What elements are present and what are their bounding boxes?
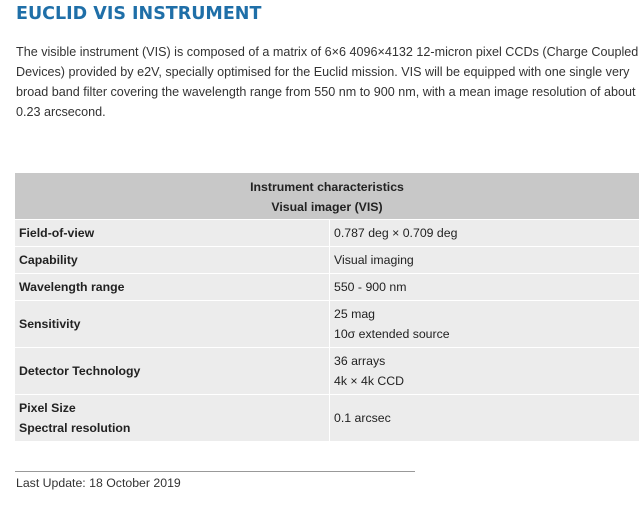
row-value: 0.1 arcsec [329,394,639,441]
table-row: Wavelength range 550 - 900 nm [15,273,639,301]
footer-divider [15,471,415,472]
table-row: Pixel Size Spectral resolution 0.1 arcse… [15,394,639,441]
row-value: Visual imaging [329,246,639,274]
row-label: Capability [15,246,330,274]
table-row: Field-of-view 0.787 deg × 0.709 deg [15,219,639,247]
page-title: EUCLID VIS INSTRUMENT [16,4,262,24]
table-header-line: Instrument characteristics [250,180,404,194]
row-value: 36 arrays 4k × 4k CCD [329,347,639,395]
row-value: 0.787 deg × 0.709 deg [329,219,639,247]
last-update-text: Last Update: 18 October 2019 [16,476,181,490]
instrument-characteristics-table: Instrument characteristics Visual imager… [15,173,639,441]
row-label: Wavelength range [15,273,330,301]
row-value: 25 mag 10σ extended source [329,300,639,348]
table-row: Sensitivity 25 mag 10σ extended source [15,300,639,348]
row-label: Field-of-view [15,219,330,247]
row-label: Sensitivity [15,300,330,348]
table-header: Instrument characteristics Visual imager… [15,173,639,220]
table-row: Capability Visual imaging [15,246,639,274]
row-label: Pixel Size Spectral resolution [15,394,330,441]
intro-paragraph: The visible instrument (VIS) is composed… [16,45,639,119]
table-header-line: Visual imager (VIS) [271,200,383,214]
row-value: 550 - 900 nm [329,273,639,301]
row-label: Detector Technology [15,347,330,395]
table-row: Detector Technology 36 arrays 4k × 4k CC… [15,347,639,395]
